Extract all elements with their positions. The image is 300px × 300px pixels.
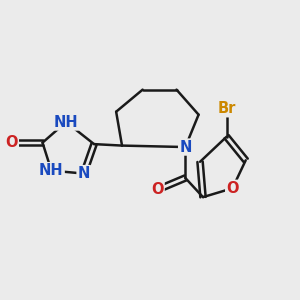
Text: NH: NH <box>39 163 64 178</box>
Text: O: O <box>5 135 18 150</box>
Text: N: N <box>78 166 90 181</box>
Text: Br: Br <box>218 101 236 116</box>
Text: O: O <box>226 181 239 196</box>
Text: O: O <box>151 182 164 197</box>
Text: NH: NH <box>54 115 78 130</box>
Text: N: N <box>179 140 191 154</box>
